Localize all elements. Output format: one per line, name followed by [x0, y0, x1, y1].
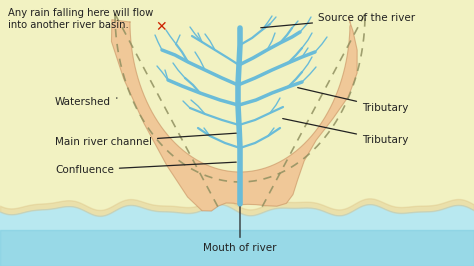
Text: Any rain falling here will flow: Any rain falling here will flow — [8, 8, 153, 18]
Text: Main river channel: Main river channel — [55, 133, 236, 147]
Text: Tributary: Tributary — [298, 88, 409, 113]
Text: Confluence: Confluence — [55, 162, 236, 175]
Text: Watershed: Watershed — [55, 97, 117, 107]
Text: Mouth of river: Mouth of river — [203, 207, 277, 253]
Text: ✕: ✕ — [155, 20, 167, 34]
Text: Source of the river: Source of the river — [261, 13, 415, 28]
Text: Tributary: Tributary — [283, 119, 409, 145]
Polygon shape — [111, 17, 357, 211]
Text: into another river basin.: into another river basin. — [8, 20, 129, 30]
